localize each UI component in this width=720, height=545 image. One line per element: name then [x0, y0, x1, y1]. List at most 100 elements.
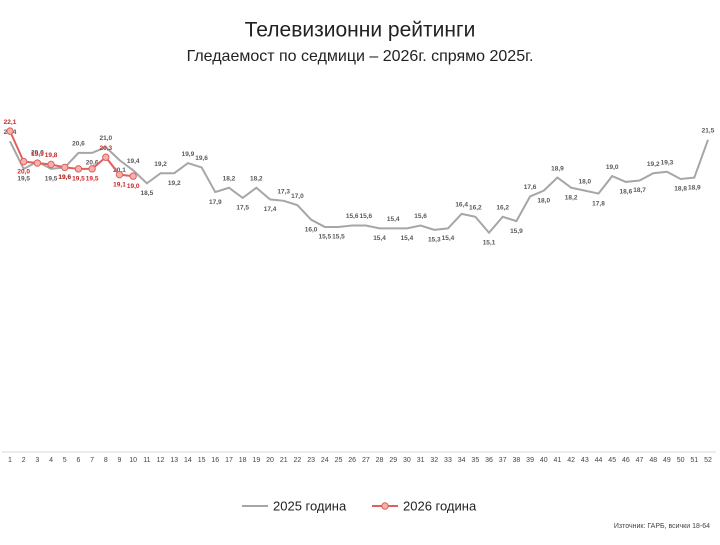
data-label: 16,2	[496, 204, 509, 211]
data-label: 21,5	[702, 128, 715, 135]
data-label: 16,4	[455, 202, 468, 209]
data-label: 20,0	[31, 149, 44, 156]
data-label: 19,5	[17, 176, 30, 183]
point	[129, 172, 137, 180]
x-tick-label: 33	[444, 457, 452, 464]
x-tick-label: 17	[225, 457, 233, 464]
data-label: 19,5	[72, 176, 85, 183]
x-tick-label: 12	[157, 457, 165, 464]
data-label: 20,6	[86, 160, 99, 167]
point	[19, 157, 28, 166]
data-label: 15,5	[332, 234, 345, 241]
data-label: 19,6	[58, 174, 71, 181]
data-label: 21,0	[99, 135, 112, 142]
data-label: 17,4	[264, 206, 277, 213]
x-tick-label: 48	[649, 457, 657, 464]
x-tick-label: 25	[335, 457, 343, 464]
x-tick-label: 20	[266, 457, 274, 464]
data-label: 19,6	[58, 174, 71, 181]
x-tick-label: 10	[129, 457, 137, 464]
x-tick-label: 11	[143, 457, 150, 464]
data-label: 15,3	[428, 237, 441, 244]
x-tick-label: 16	[211, 457, 219, 464]
data-label: 19,5	[86, 176, 99, 183]
data-label: 18,7	[633, 187, 646, 194]
x-tick-label: 21	[280, 457, 288, 464]
x-tick-label: 13	[170, 457, 178, 464]
x-tick-label: 45	[608, 457, 616, 464]
x-tick-label: 44	[595, 457, 603, 464]
x-tick-label: 32	[430, 457, 438, 464]
x-tick-label: 31	[417, 457, 425, 464]
x-tick-label: 51	[690, 457, 698, 464]
data-label: 15,6	[346, 213, 359, 220]
x-tick-label: 18	[239, 457, 247, 464]
data-label: 19,2	[154, 161, 167, 168]
x-tick-label: 5	[63, 457, 67, 464]
x-tick-label: 47	[636, 457, 644, 464]
x-tick-label: 38	[512, 457, 520, 464]
data-label: 17,6	[524, 184, 537, 191]
data-label: 18,9	[551, 165, 564, 172]
series-line	[9, 139, 709, 235]
data-label: 19,5	[45, 176, 58, 183]
data-label: 17,3	[277, 189, 290, 196]
x-tick-label: 6	[76, 457, 80, 464]
data-label: 17,9	[209, 199, 222, 206]
x-tick-label: 14	[184, 457, 192, 464]
x-tick-label: 8	[104, 457, 108, 464]
data-label: 18,9	[688, 184, 701, 191]
x-tick-label: 43	[581, 457, 589, 464]
source-note: Източник: ГАРБ, всички 18-64	[614, 523, 710, 530]
data-label: 18,2	[565, 194, 578, 201]
data-label: 19,9	[182, 151, 195, 158]
data-label: 18,0	[578, 178, 591, 185]
point	[6, 127, 14, 135]
x-tick-label: 15	[198, 457, 206, 464]
data-label: 18,6	[620, 189, 633, 196]
x-tick-label: 23	[307, 457, 315, 464]
x-tick-label: 2	[22, 457, 26, 464]
data-label: 19,2	[168, 180, 181, 187]
data-label: 19,8	[45, 152, 58, 159]
point	[88, 165, 96, 173]
data-label: 17,5	[236, 205, 249, 212]
data-label: 18,0	[537, 197, 550, 204]
chart-subtitle: Гледаемост по седмици – 2026г. спрямо 20…	[187, 48, 534, 65]
data-label: 15,5	[318, 234, 331, 241]
x-tick-label: 29	[389, 457, 397, 464]
point	[33, 159, 42, 167]
x-tick-label: 36	[485, 457, 493, 464]
data-label: 20,0	[17, 168, 30, 175]
data-label: 16,2	[469, 204, 482, 211]
x-tick-label: 50	[677, 457, 685, 464]
x-tick-label: 40	[540, 457, 548, 464]
data-label: 19,4	[127, 158, 140, 165]
data-label: 18,8	[674, 186, 687, 193]
data-label: 15,4	[442, 235, 455, 242]
data-label: 20,3	[99, 145, 112, 152]
x-tick-label: 26	[348, 457, 356, 464]
x-tick-label: 30	[403, 457, 411, 464]
series-line	[9, 130, 134, 178]
point	[47, 160, 55, 169]
data-label: 16,0	[305, 226, 318, 233]
data-label: 19,2	[647, 161, 660, 168]
data-label: 15,6	[360, 213, 373, 220]
data-label: 19,6	[195, 155, 208, 162]
x-tick-label: 49	[663, 457, 671, 464]
data-label: 19,3	[661, 159, 674, 166]
x-tick-label: 22	[294, 457, 302, 464]
x-tick-label: 52	[704, 457, 712, 464]
x-tick-label: 41	[554, 457, 562, 464]
data-label: 20,6	[72, 141, 85, 148]
x-tick-label: 3	[35, 457, 39, 464]
point	[74, 165, 83, 173]
data-label: 19,0	[127, 183, 140, 190]
data-label: 17,0	[291, 193, 304, 200]
data-label: 15,4	[373, 235, 386, 242]
x-tick-label: 7	[90, 457, 94, 464]
data-label: 17,8	[592, 200, 605, 207]
data-label: 18,2	[250, 175, 263, 182]
